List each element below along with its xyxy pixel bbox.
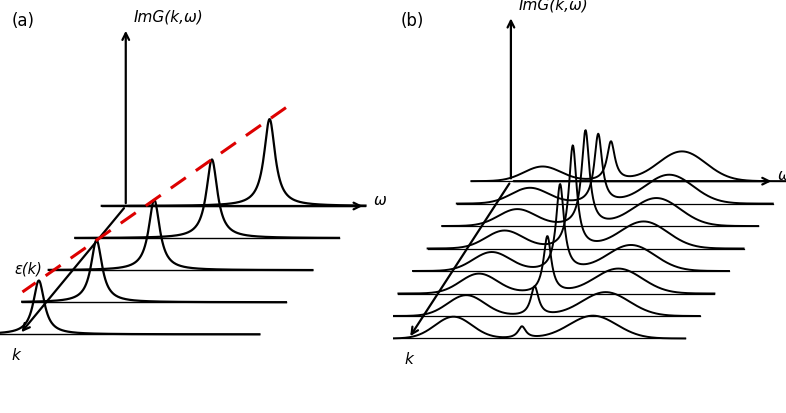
Text: ImG(k,ω): ImG(k,ω) (134, 10, 204, 25)
Text: k: k (404, 351, 413, 366)
Text: ω: ω (373, 193, 386, 208)
Text: ω: ω (778, 168, 786, 183)
Text: ε(k): ε(k) (15, 261, 42, 276)
Text: k: k (11, 347, 20, 362)
Text: (a): (a) (12, 12, 35, 30)
Text: ImG(k,ω): ImG(k,ω) (519, 0, 589, 12)
Text: (b): (b) (401, 12, 424, 30)
